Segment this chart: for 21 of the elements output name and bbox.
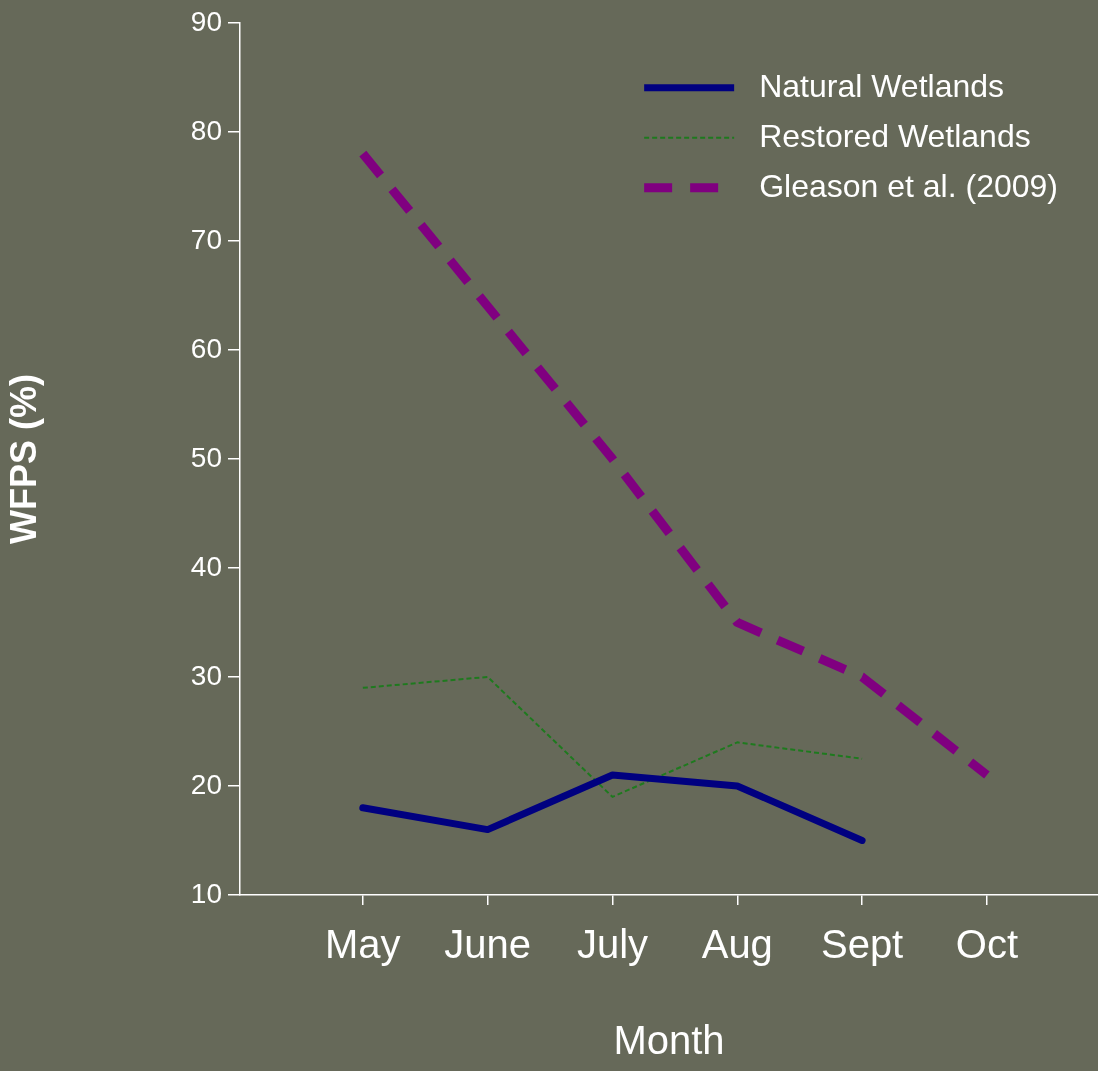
y-axis-title: WFPS (%)	[2, 373, 44, 544]
legend-label: Gleason et al. (2009)	[759, 167, 1058, 204]
y-tick-label: 80	[190, 114, 222, 146]
y-tick-label: 40	[190, 550, 222, 582]
x-tick-label: Aug	[701, 922, 773, 967]
x-tick-label: Sept	[820, 922, 904, 967]
y-tick-label: 10	[190, 877, 222, 909]
x-tick-label: July	[576, 922, 649, 967]
y-tick-label: 50	[190, 441, 222, 473]
y-tick-label: 70	[190, 223, 222, 255]
y-tick-label: 30	[190, 659, 222, 691]
legend-label: Natural Wetlands	[759, 67, 1005, 104]
x-tick-label: Oct	[955, 922, 1019, 967]
y-tick-label: 60	[190, 332, 222, 364]
x-tick-label: June	[444, 922, 532, 967]
legend-label: Restored Wetlands	[759, 117, 1031, 154]
line-series	[361, 675, 864, 798]
x-tick-label: May	[325, 922, 401, 967]
x-axis-title: Month	[613, 1018, 725, 1063]
y-tick-label: 20	[190, 768, 222, 800]
y-tick-label: 90	[190, 5, 222, 37]
